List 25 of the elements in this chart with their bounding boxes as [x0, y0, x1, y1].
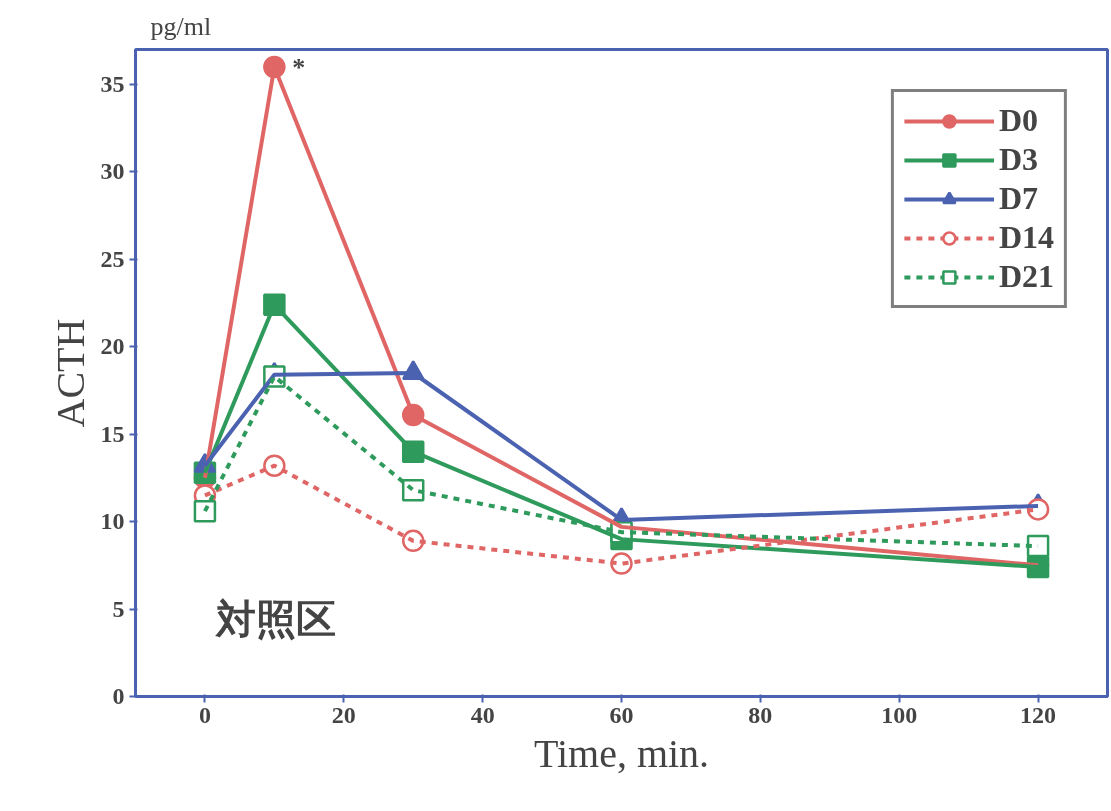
y-tick-label: 25: [100, 245, 125, 272]
legend-label: D14: [998, 219, 1054, 256]
x-tick-label: 60: [609, 701, 634, 728]
x-tick-label: 100: [881, 701, 918, 728]
legend-label: D21: [998, 258, 1054, 295]
y-tick-label: 35: [100, 70, 125, 97]
y-tick-label: 15: [100, 420, 125, 447]
y-tick-label: 30: [100, 158, 125, 185]
text: pg/ml: [150, 11, 212, 41]
x-axis-title: Time, min.: [533, 730, 710, 776]
y-tick-label: 20: [100, 333, 125, 360]
legend-label: D3: [998, 141, 1038, 178]
legend-label: D0: [998, 102, 1038, 139]
x-tick-label: 40: [470, 701, 495, 728]
y-tick-label: 5: [112, 595, 125, 622]
x-tick-label: 0: [198, 701, 211, 728]
x-tick-label: 120: [1020, 701, 1057, 728]
y-axis-title: ACTH: [47, 318, 93, 428]
legend-label: D7: [998, 180, 1038, 217]
annotation: *: [292, 52, 306, 82]
x-tick-label: 80: [748, 701, 773, 728]
y-tick-label: 10: [100, 508, 125, 535]
annotation: 対照区: [214, 595, 336, 642]
y-tick-label: 0: [112, 683, 125, 709]
x-tick-label: 20: [331, 701, 356, 728]
